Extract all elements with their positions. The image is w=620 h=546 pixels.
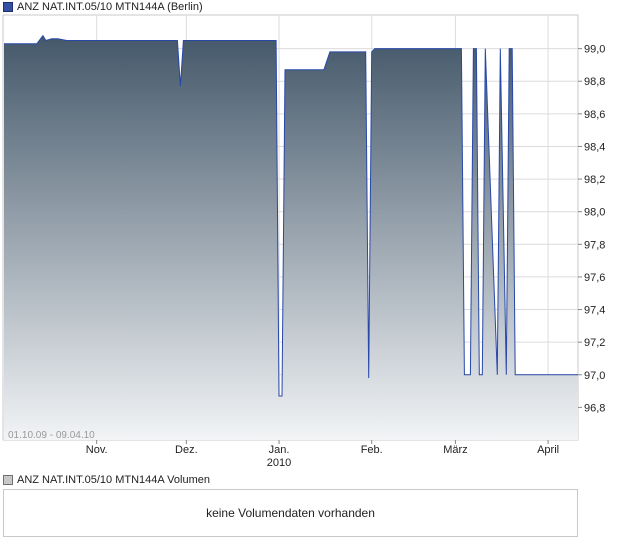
x-tick-label: Jan. [269, 444, 290, 456]
y-tick-label: 98,4 [584, 141, 605, 153]
y-tick-label: 97,6 [584, 272, 605, 284]
y-tick-label: 97,4 [584, 305, 605, 317]
volume-empty-message: keine Volumendaten vorhanden [206, 506, 375, 520]
x-tick-label: Dez. [175, 444, 198, 456]
y-tick-label: 97,0 [584, 370, 605, 382]
y-tick-label: 98,6 [584, 109, 605, 121]
price-chart: 99,0 98,8 98,6 98,4 98,2 98,0 97,8 97,6 97,4 97,2… [2, 14, 605, 469]
x-axis: Nov. Dez. Jan.2010 Feb. März April [86, 440, 559, 469]
volume-panel: keine Volumendaten vorhanden [3, 489, 578, 537]
x-tick-label: Nov. [86, 444, 108, 456]
y-tick-label: 96,8 [584, 402, 605, 414]
x-tick-sublabel: 2010 [267, 457, 291, 469]
volume-legend-label: ANZ NAT.INT.05/10 MTN144A Volumen [17, 474, 210, 486]
y-tick-label: 98,2 [584, 174, 605, 186]
price-legend: ANZ NAT.INT.05/10 MTN144A (Berlin) [3, 0, 203, 14]
y-tick-label: 98,0 [584, 207, 605, 219]
volume-legend-swatch [3, 475, 13, 485]
y-tick-label: 98,8 [584, 76, 605, 88]
date-range-label: 01.10.09 - 09.04.10 [8, 430, 95, 441]
x-tick-label: April [537, 444, 559, 456]
x-tick-label: Feb. [361, 444, 383, 456]
y-axis: 99,0 98,8 98,6 98,4 98,2 98,0 97,8 97,6 97,4 97,2… [578, 44, 605, 414]
y-tick-label: 97,2 [584, 337, 605, 349]
price-legend-label: ANZ NAT.INT.05/10 MTN144A (Berlin) [17, 1, 203, 13]
x-tick-label: März [443, 444, 467, 456]
y-tick-label: 97,8 [584, 239, 605, 251]
price-line [4, 34, 578, 397]
price-area [4, 35, 578, 440]
volume-legend: ANZ NAT.INT.05/10 MTN144A Volumen [3, 473, 210, 487]
price-legend-swatch [3, 2, 13, 12]
y-tick-label: 99,0 [584, 44, 605, 56]
